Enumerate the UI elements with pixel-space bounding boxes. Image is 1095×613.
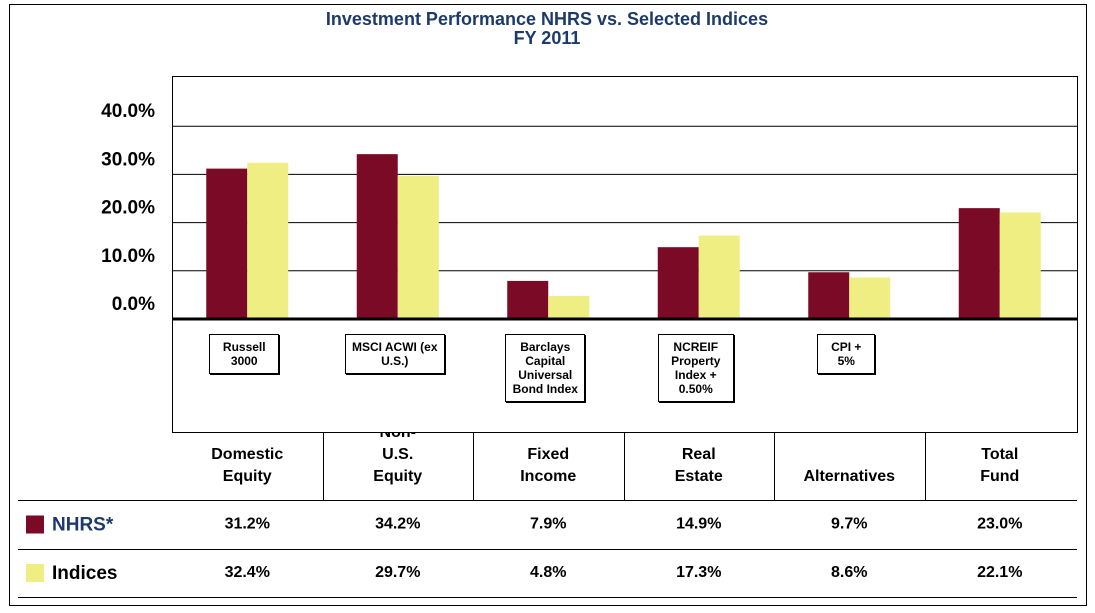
y-tick-label: 0.0%	[112, 294, 155, 315]
bar	[808, 272, 850, 319]
index-label-holder: Barclays Capital Universal Bond Index	[502, 334, 588, 402]
category-label: Real Estate	[674, 446, 723, 485]
value-label: 32.4%	[225, 564, 270, 581]
category-label-wrap: Non-U.S. Equity	[323, 432, 474, 500]
index-label-wrap: Russell 3000	[206, 334, 282, 374]
bar	[247, 162, 289, 319]
category-label-holder: Alternatives	[774, 432, 925, 500]
category-label: Total Fund	[980, 446, 1020, 485]
category-label-wrap: Domestic Equity	[172, 432, 323, 500]
bar	[356, 154, 398, 319]
index-label: CPI + 5%	[817, 334, 876, 374]
index-label-holder: Russell 3000	[206, 334, 282, 374]
value-label: 34.2%	[375, 516, 420, 533]
category-label-wrap: Real Estate	[624, 432, 775, 500]
index-label-wrap: NCREIF Property Index + 0.50%	[655, 334, 737, 402]
value-label: 14.9%	[676, 516, 721, 533]
value-label: 17.3%	[676, 564, 721, 581]
bar	[397, 175, 439, 319]
y-tick-label: 40.0%	[101, 101, 155, 122]
category-label: Alternatives	[803, 468, 896, 485]
legend-label: Indices	[52, 563, 117, 584]
index-label: MSCI ACWI (ex U.S.)	[344, 334, 445, 374]
value-label: 22.1%	[977, 564, 1022, 581]
bar	[849, 277, 891, 319]
category-label-wrap: Alternatives	[774, 432, 925, 500]
category-label-holder: Non-U.S. Equity	[323, 432, 474, 500]
category-label-holder: Total Fund	[925, 432, 1076, 500]
value-label: 8.6%	[831, 564, 867, 581]
legend-swatch	[26, 515, 44, 534]
frame	[9, 4, 1087, 606]
bar	[999, 212, 1041, 319]
y-tick-label: 30.0%	[101, 149, 155, 170]
plot-box	[172, 76, 1078, 433]
index-label-wrap: CPI + 5%	[814, 334, 878, 374]
value-label: 7.9%	[530, 516, 566, 533]
index-label: Barclays Capital Universal Bond Index	[505, 334, 586, 402]
category-label: Domestic Equity	[211, 446, 284, 485]
value-label: 31.2%	[225, 516, 270, 533]
legend-swatch	[26, 564, 44, 582]
index-label: NCREIF Property Index + 0.50%	[657, 334, 734, 402]
category-label-wrap: Fixed Income	[473, 432, 624, 500]
index-label-holder: NCREIF Property Index + 0.50%	[655, 334, 737, 402]
index-label: Russell 3000	[209, 334, 280, 374]
category-label-holder: Real Estate	[624, 432, 775, 500]
legend-label: NHRS*	[52, 515, 114, 536]
value-label: 29.7%	[375, 564, 420, 581]
index-label-holder: MSCI ACWI (ex U.S.)	[342, 334, 448, 374]
index-label-wrap: MSCI ACWI (ex U.S.)	[342, 334, 448, 374]
y-tick-label: 20.0%	[101, 198, 155, 219]
value-label: 23.0%	[977, 516, 1022, 533]
bar	[958, 208, 1000, 319]
category-label: Fixed Income	[520, 446, 577, 485]
category-label-wrap: Total Fund	[925, 432, 1076, 500]
chart-title: Investment Performance NHRS vs. Selected…	[326, 9, 768, 29]
bar	[507, 280, 549, 319]
y-tick-label: 10.0%	[101, 246, 155, 267]
index-label-holder: CPI + 5%	[814, 334, 878, 374]
bar	[548, 295, 590, 319]
bar	[698, 235, 740, 319]
category-label: Non-U.S. Equity	[373, 432, 423, 485]
chart-subtitle: FY 2011	[514, 28, 581, 48]
value-label: 9.7%	[831, 516, 867, 533]
bar	[657, 247, 699, 319]
category-label-holder: Fixed Income	[473, 432, 624, 500]
index-label-wrap: Barclays Capital Universal Bond Index	[502, 334, 588, 402]
category-label-holder: Domestic Equity	[172, 432, 323, 500]
bar	[206, 168, 248, 319]
value-label: 4.8%	[530, 564, 566, 581]
